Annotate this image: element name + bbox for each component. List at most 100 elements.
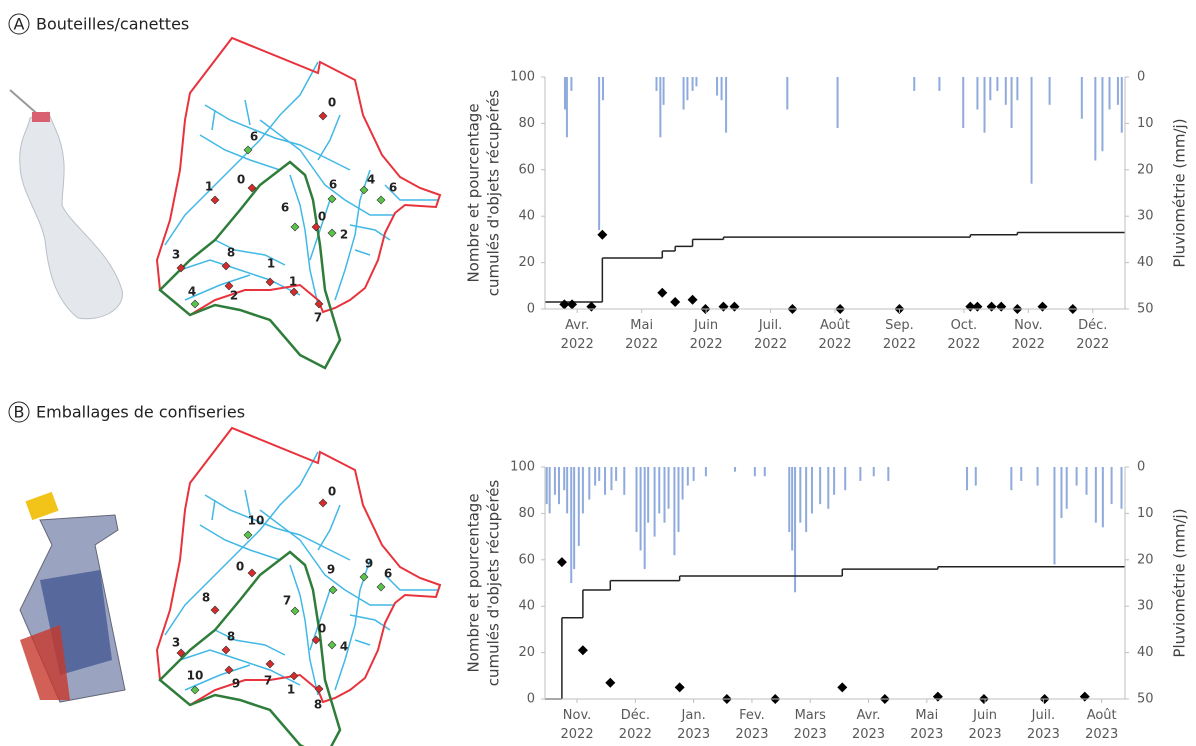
station-label: 8 <box>227 630 235 644</box>
x-tick-label: Déc. 2022 <box>619 708 652 742</box>
station-marker <box>318 498 328 508</box>
rain-bar <box>913 77 916 91</box>
station-marker <box>359 572 369 582</box>
rain-bar <box>983 77 986 133</box>
station-marker <box>221 261 231 271</box>
rain-bar <box>1048 77 1051 105</box>
rain-bar <box>725 77 728 133</box>
station-label: 2 <box>230 289 238 303</box>
y2-tick-label: 20 <box>1137 162 1154 177</box>
station-marker <box>224 281 234 291</box>
map-a <box>155 36 442 370</box>
x-tick-label: Jan. 2023 <box>677 708 710 742</box>
station-label: 0 <box>328 96 336 110</box>
station-label: 1 <box>289 275 297 289</box>
panel-title: Bouteilles/canettes <box>36 15 189 34</box>
rain-bar <box>659 77 662 138</box>
data-point <box>657 287 668 298</box>
data-point <box>837 682 848 693</box>
station-marker <box>314 299 324 309</box>
station-marker <box>328 585 338 595</box>
y-tick-label: 80 <box>518 116 535 131</box>
x-tick-label: Avr. 2022 <box>561 318 594 352</box>
rain-bar <box>1020 467 1023 481</box>
station-marker <box>210 195 220 205</box>
station-marker <box>210 605 220 615</box>
station-marker <box>265 277 275 287</box>
panel-letter-circle <box>8 13 30 35</box>
y2-tick-label: 30 <box>1137 209 1154 224</box>
x-tick-label: Août 2022 <box>818 318 851 352</box>
x-tick-label: Sep. 2022 <box>883 318 916 352</box>
x-tick-label: Déc. 2022 <box>1076 318 1109 352</box>
rain-bar <box>887 467 890 481</box>
data-point <box>674 682 685 693</box>
data-point <box>986 301 997 312</box>
station-label: 7 <box>283 594 291 608</box>
data-point <box>972 301 983 312</box>
data-point <box>996 301 1007 312</box>
station-marker <box>327 194 337 204</box>
station-marker <box>359 185 369 195</box>
station-label: 9 <box>232 677 240 691</box>
rain-bar <box>844 467 847 491</box>
station-label: 8 <box>202 591 210 605</box>
rain-bar <box>1053 467 1056 565</box>
rain-bar <box>565 77 568 138</box>
data-point <box>1037 301 1048 312</box>
station-label: 4 <box>188 285 196 299</box>
station-label: 0 <box>237 173 245 187</box>
y-axis-label: cumulés d'objets récupérés <box>485 90 503 297</box>
x-tick-label: Nov. 2022 <box>561 708 594 742</box>
station-label: 6 <box>389 181 397 195</box>
station-marker <box>376 582 386 592</box>
x-tick-label: Avr. 2023 <box>852 708 885 742</box>
rain-bar <box>734 467 737 472</box>
rain-bar <box>1080 77 1083 119</box>
rain-bar <box>1036 467 1039 486</box>
data-point <box>687 294 698 305</box>
y-tick-label: 20 <box>518 645 535 660</box>
y2-tick-label: 0 <box>1137 460 1145 475</box>
data-point <box>718 301 729 312</box>
rain-bar <box>598 467 601 481</box>
station-label: 1 <box>267 257 275 271</box>
y-tick-label: 100 <box>510 70 535 85</box>
rain-bar <box>677 467 680 532</box>
rain-bar <box>691 77 694 91</box>
station-label: 0 <box>318 622 326 636</box>
rain-bar <box>974 467 977 486</box>
rain-bar <box>716 77 719 96</box>
rain-bar <box>662 77 665 105</box>
rain-bar <box>938 77 941 91</box>
station-marker <box>176 263 186 273</box>
rain-bar <box>1120 467 1123 509</box>
map-b <box>155 426 442 746</box>
station-label: 10 <box>248 514 265 528</box>
rain-bar <box>598 77 601 231</box>
x-tick-label: Fev. 2023 <box>735 708 768 742</box>
rain-bar <box>1075 467 1078 486</box>
data-point <box>1079 691 1090 702</box>
y2-tick-label: 10 <box>1137 506 1154 521</box>
data-point <box>729 301 740 312</box>
rain-bar <box>827 467 830 509</box>
rain-bar <box>639 467 642 551</box>
station-marker <box>376 195 386 205</box>
rain-bar <box>1094 77 1097 161</box>
x-tick-label: Mars 2023 <box>794 708 827 742</box>
station-label: 8 <box>314 698 322 712</box>
station-label: 1 <box>205 180 213 194</box>
rain-bar <box>570 77 573 91</box>
rain-bar <box>976 77 979 110</box>
rain-bar <box>673 467 676 556</box>
y2-tick-label: 20 <box>1137 552 1154 567</box>
rain-bar <box>1101 467 1104 528</box>
wrapper-photo <box>19 491 126 703</box>
station-marker <box>311 222 321 232</box>
station-marker <box>311 635 321 645</box>
rain-bar <box>686 77 689 101</box>
station-label: 9 <box>327 563 335 577</box>
station-marker <box>289 287 299 297</box>
